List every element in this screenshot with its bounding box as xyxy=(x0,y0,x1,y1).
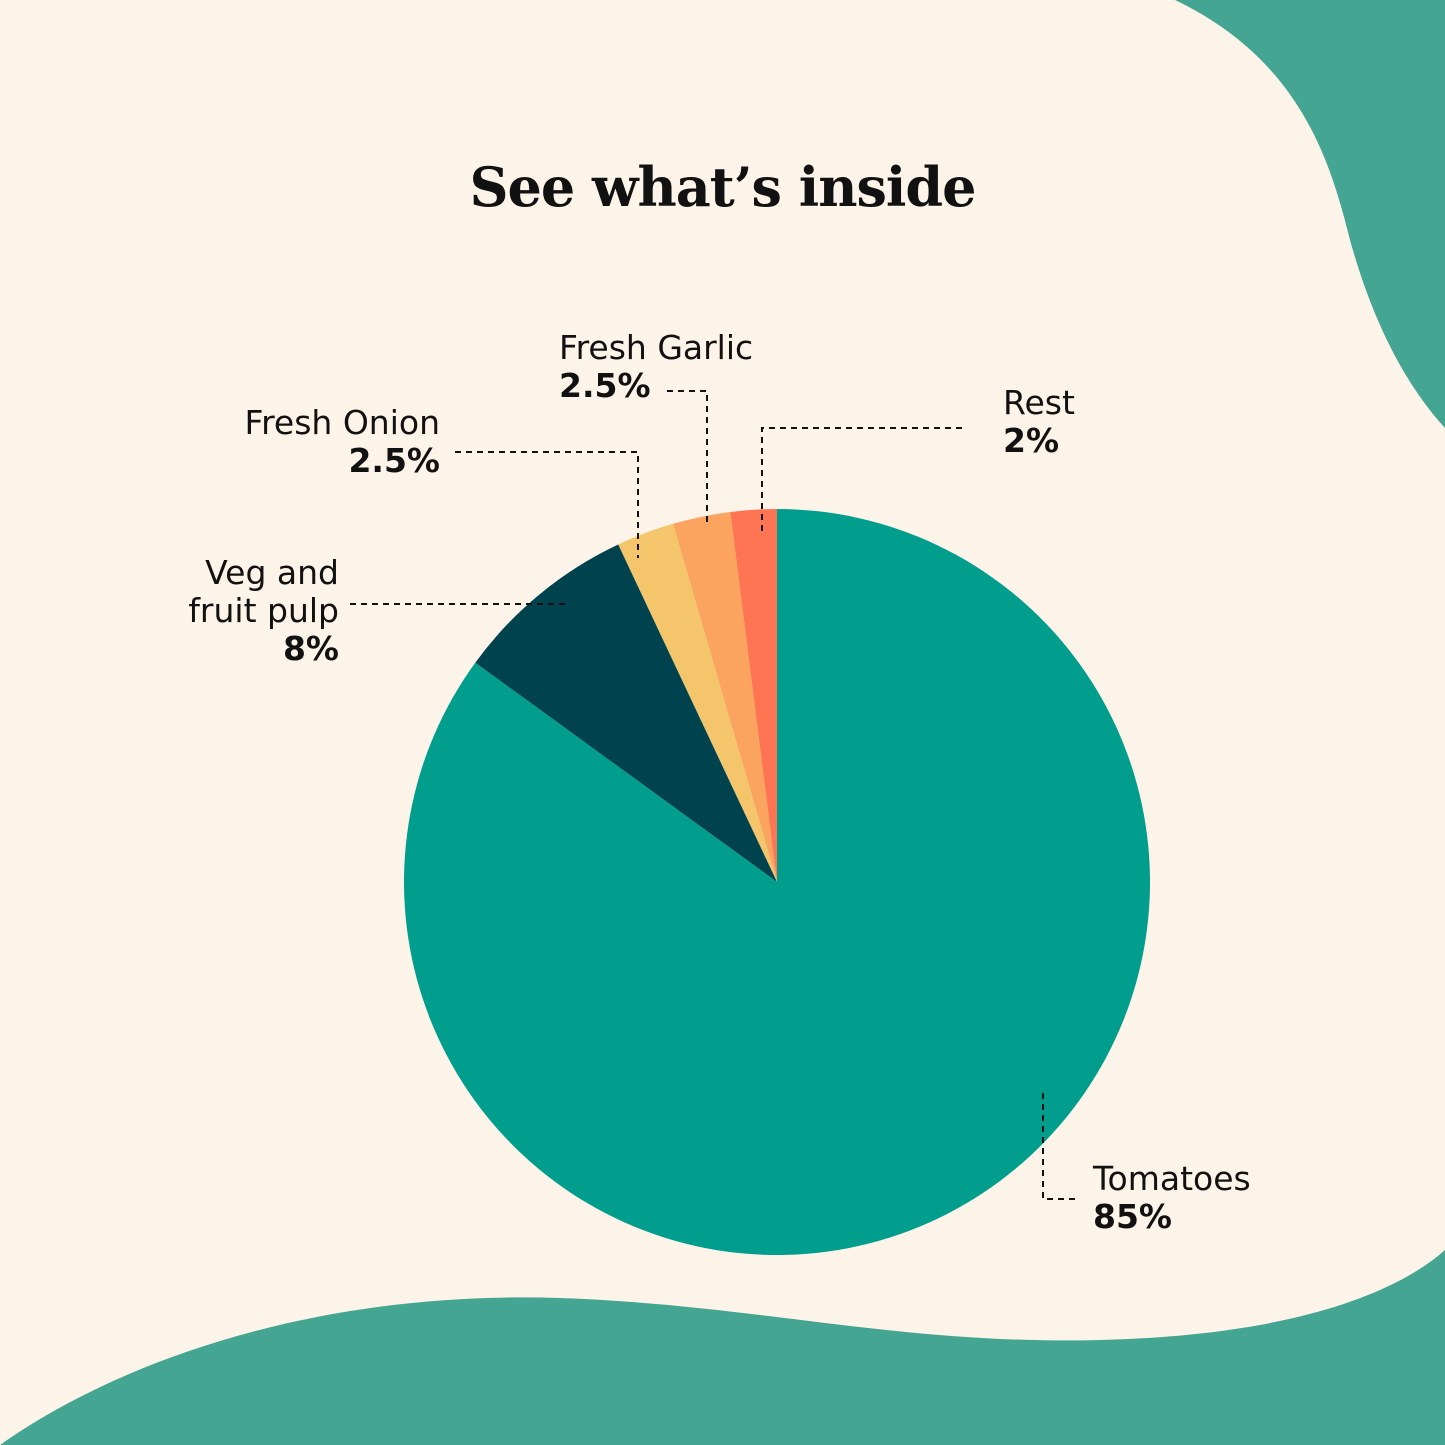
label-onion-name: Fresh Onion xyxy=(244,403,441,442)
pie-slice-fresh-onion xyxy=(618,523,777,882)
pie-slice-tomatoes xyxy=(404,509,1150,1255)
label-rest-value: 2% xyxy=(1003,421,1060,460)
pie-slice-veg-and-fruit-pulp xyxy=(475,544,777,882)
label-onion: Fresh Onion 2.5% xyxy=(245,404,441,480)
label-rest: Rest 2% xyxy=(1003,384,1075,460)
label-tomatoes: Tomatoes 85% xyxy=(1093,1160,1251,1236)
label-garlic-value: 2.5% xyxy=(559,366,651,405)
leader-line-onion xyxy=(455,451,639,558)
pie-slice-rest xyxy=(730,509,777,882)
leader-line-garlic xyxy=(667,390,708,527)
label-rest-name: Rest xyxy=(1003,383,1075,422)
label-veg-value: 8% xyxy=(282,629,339,668)
label-garlic-name: Fresh Garlic xyxy=(559,328,754,367)
label-tomatoes-name: Tomatoes xyxy=(1093,1159,1251,1198)
chart-title: See what’s inside xyxy=(469,155,977,219)
label-veg-name: Veg and fruit pulp xyxy=(188,553,339,630)
label-tomatoes-value: 85% xyxy=(1093,1197,1172,1236)
leader-line-rest xyxy=(761,427,962,535)
pie-slice-fresh-garlic xyxy=(672,511,777,882)
top-right-blob xyxy=(1175,0,1445,428)
label-veg: Veg and fruit pulp 8% xyxy=(149,554,339,668)
label-onion-value: 2.5% xyxy=(348,441,440,480)
bottom-blob xyxy=(0,1250,1445,1445)
label-garlic: Fresh Garlic 2.5% xyxy=(559,329,753,405)
leader-line-tomatoes xyxy=(1042,1093,1077,1200)
